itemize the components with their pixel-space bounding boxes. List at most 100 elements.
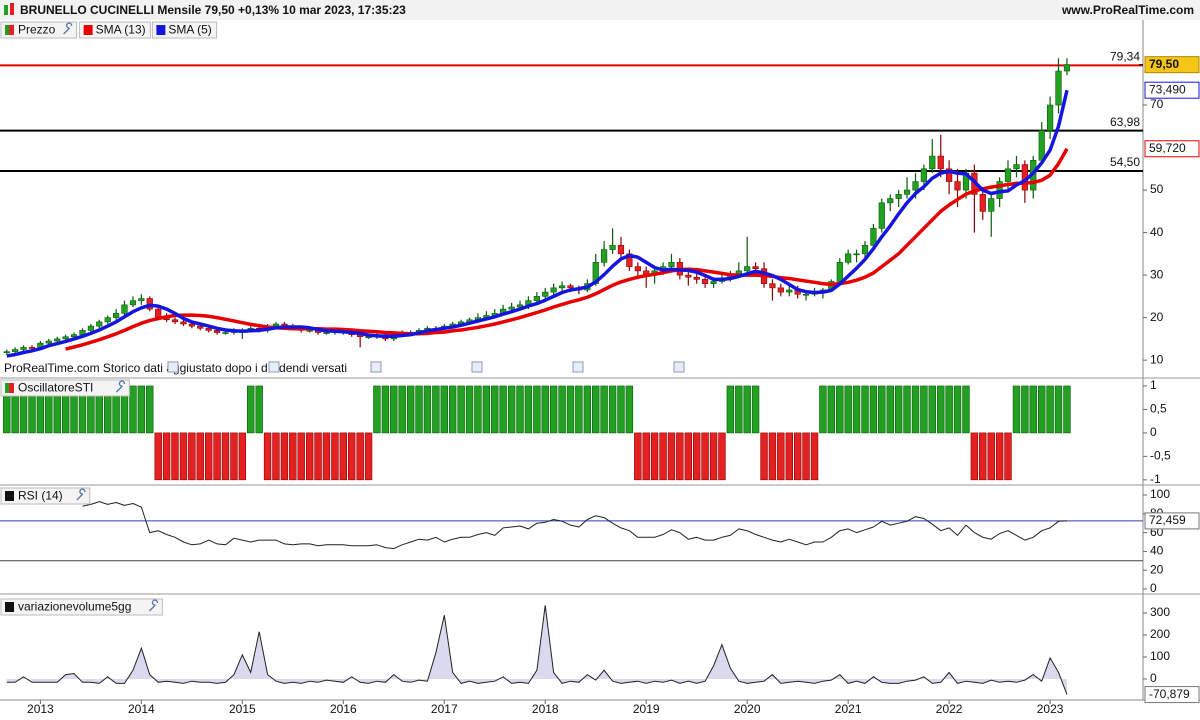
panel-tag: OscillatoreSTI (18, 381, 93, 395)
oscillator-bar (785, 432, 793, 481)
oscillator-bar (549, 385, 558, 434)
candle-body (946, 168, 953, 182)
panel-tag: RSI (14) (18, 489, 63, 503)
oscillator-bar (1012, 385, 1021, 434)
oscillator-bar (979, 432, 987, 481)
oscillator-bar (701, 432, 709, 481)
oscillator-bar (676, 432, 684, 481)
series-last-label-box (1144, 140, 1200, 158)
candle-body (744, 266, 751, 272)
candle-body (550, 287, 557, 293)
oscillator-bar (852, 385, 861, 434)
oscillator-bar (751, 385, 760, 434)
rsi-line (82, 501, 1068, 550)
wrench-icon (76, 488, 86, 501)
dividend-icons (167, 361, 685, 373)
oscillator-bar (162, 432, 171, 481)
y-tick-label: 0,5 (1150, 402, 1167, 416)
oscillator-bar (768, 432, 777, 481)
oscillator-bar (524, 385, 533, 434)
level-label: 54,50 (1110, 155, 1140, 169)
oscillator-bar (625, 385, 634, 434)
oscillator-bar (516, 385, 524, 434)
source: www.ProRealTime.com (1061, 3, 1194, 17)
panel-tag-icon (9, 25, 14, 35)
candle-body (853, 253, 860, 256)
oscillator-bar (600, 385, 608, 434)
oscillator-bar (894, 385, 903, 434)
candle-body (929, 155, 936, 170)
oscillator-bar (650, 432, 659, 481)
candle-body (861, 245, 869, 255)
candle-body (533, 296, 540, 301)
candle-body (920, 168, 927, 182)
candle-body (1063, 64, 1071, 72)
oscillator-bar (802, 432, 810, 481)
candle-body (121, 304, 128, 314)
candle-body (28, 347, 36, 349)
candle-body (197, 325, 204, 329)
oscillator-bar (735, 385, 743, 434)
oscillator-bar (995, 432, 1004, 481)
oscillator-bar (878, 385, 886, 434)
dividend-icon (673, 361, 685, 373)
candle-body (693, 276, 700, 280)
oscillator-bar (305, 432, 314, 481)
oscillator-bar (962, 385, 970, 434)
volume-line (6, 605, 1068, 695)
y-tick-label: 1 (1150, 378, 1157, 392)
oscillator-bar (1054, 385, 1063, 434)
y-tick-label: 70 (1150, 97, 1164, 111)
y-tick-label: 100 (1150, 649, 1170, 663)
oscillator-bar (1021, 385, 1029, 434)
sma-line (6, 89, 1069, 358)
oscillator-bar (777, 432, 785, 481)
x-tick-label: 2018 (532, 702, 559, 716)
candle-body (685, 274, 692, 278)
oscillator-bar (617, 385, 625, 434)
candle-body (895, 194, 902, 199)
candle-body (845, 253, 852, 263)
legend-swatch (83, 25, 93, 35)
oscillator-bar (137, 385, 146, 434)
oscillator-bar (709, 432, 718, 481)
candle-body (777, 287, 784, 293)
oscillator-bar (743, 385, 751, 434)
oscillator-bar (423, 385, 432, 434)
candle-body (306, 330, 313, 332)
oscillator-bar (583, 385, 592, 434)
candle-body (988, 198, 995, 212)
y-tick-label: 40 (1150, 225, 1164, 239)
panel-tag-icon (5, 602, 10, 612)
chart-title: BRUNELLO CUCINELLI Mensile 79,50 +0,13% … (20, 3, 406, 17)
candle-body (903, 189, 911, 195)
x-tick-label: 2014 (128, 702, 155, 716)
oscillator-bar (440, 385, 448, 434)
wrench-icon (63, 22, 73, 35)
oscillator-bar (356, 432, 364, 481)
oscillator-bar (465, 385, 474, 434)
candle-body (129, 300, 137, 306)
legend-box (79, 21, 151, 39)
x-tick-label: 2016 (330, 702, 357, 716)
oscillator-bar (322, 432, 331, 481)
oscillator-bar (491, 385, 499, 434)
candle-body (559, 285, 566, 289)
x-tick-label: 2021 (835, 702, 862, 716)
candle-body (1004, 168, 1012, 182)
oscillator-bar (945, 385, 953, 434)
oscillator-bar (1038, 385, 1046, 434)
oscillator-bar (827, 385, 836, 434)
oscillator-bar (339, 432, 348, 481)
x-tick-label: 2020 (734, 702, 761, 716)
candle-body (878, 202, 885, 229)
dividend-icon (167, 361, 179, 373)
oscillator-bar (886, 385, 894, 434)
oscillator-bar (718, 432, 726, 481)
candle-body (138, 298, 145, 301)
oscillator-bar (213, 432, 221, 481)
sma-line (65, 147, 1069, 351)
panel-tag-box (0, 487, 91, 505)
